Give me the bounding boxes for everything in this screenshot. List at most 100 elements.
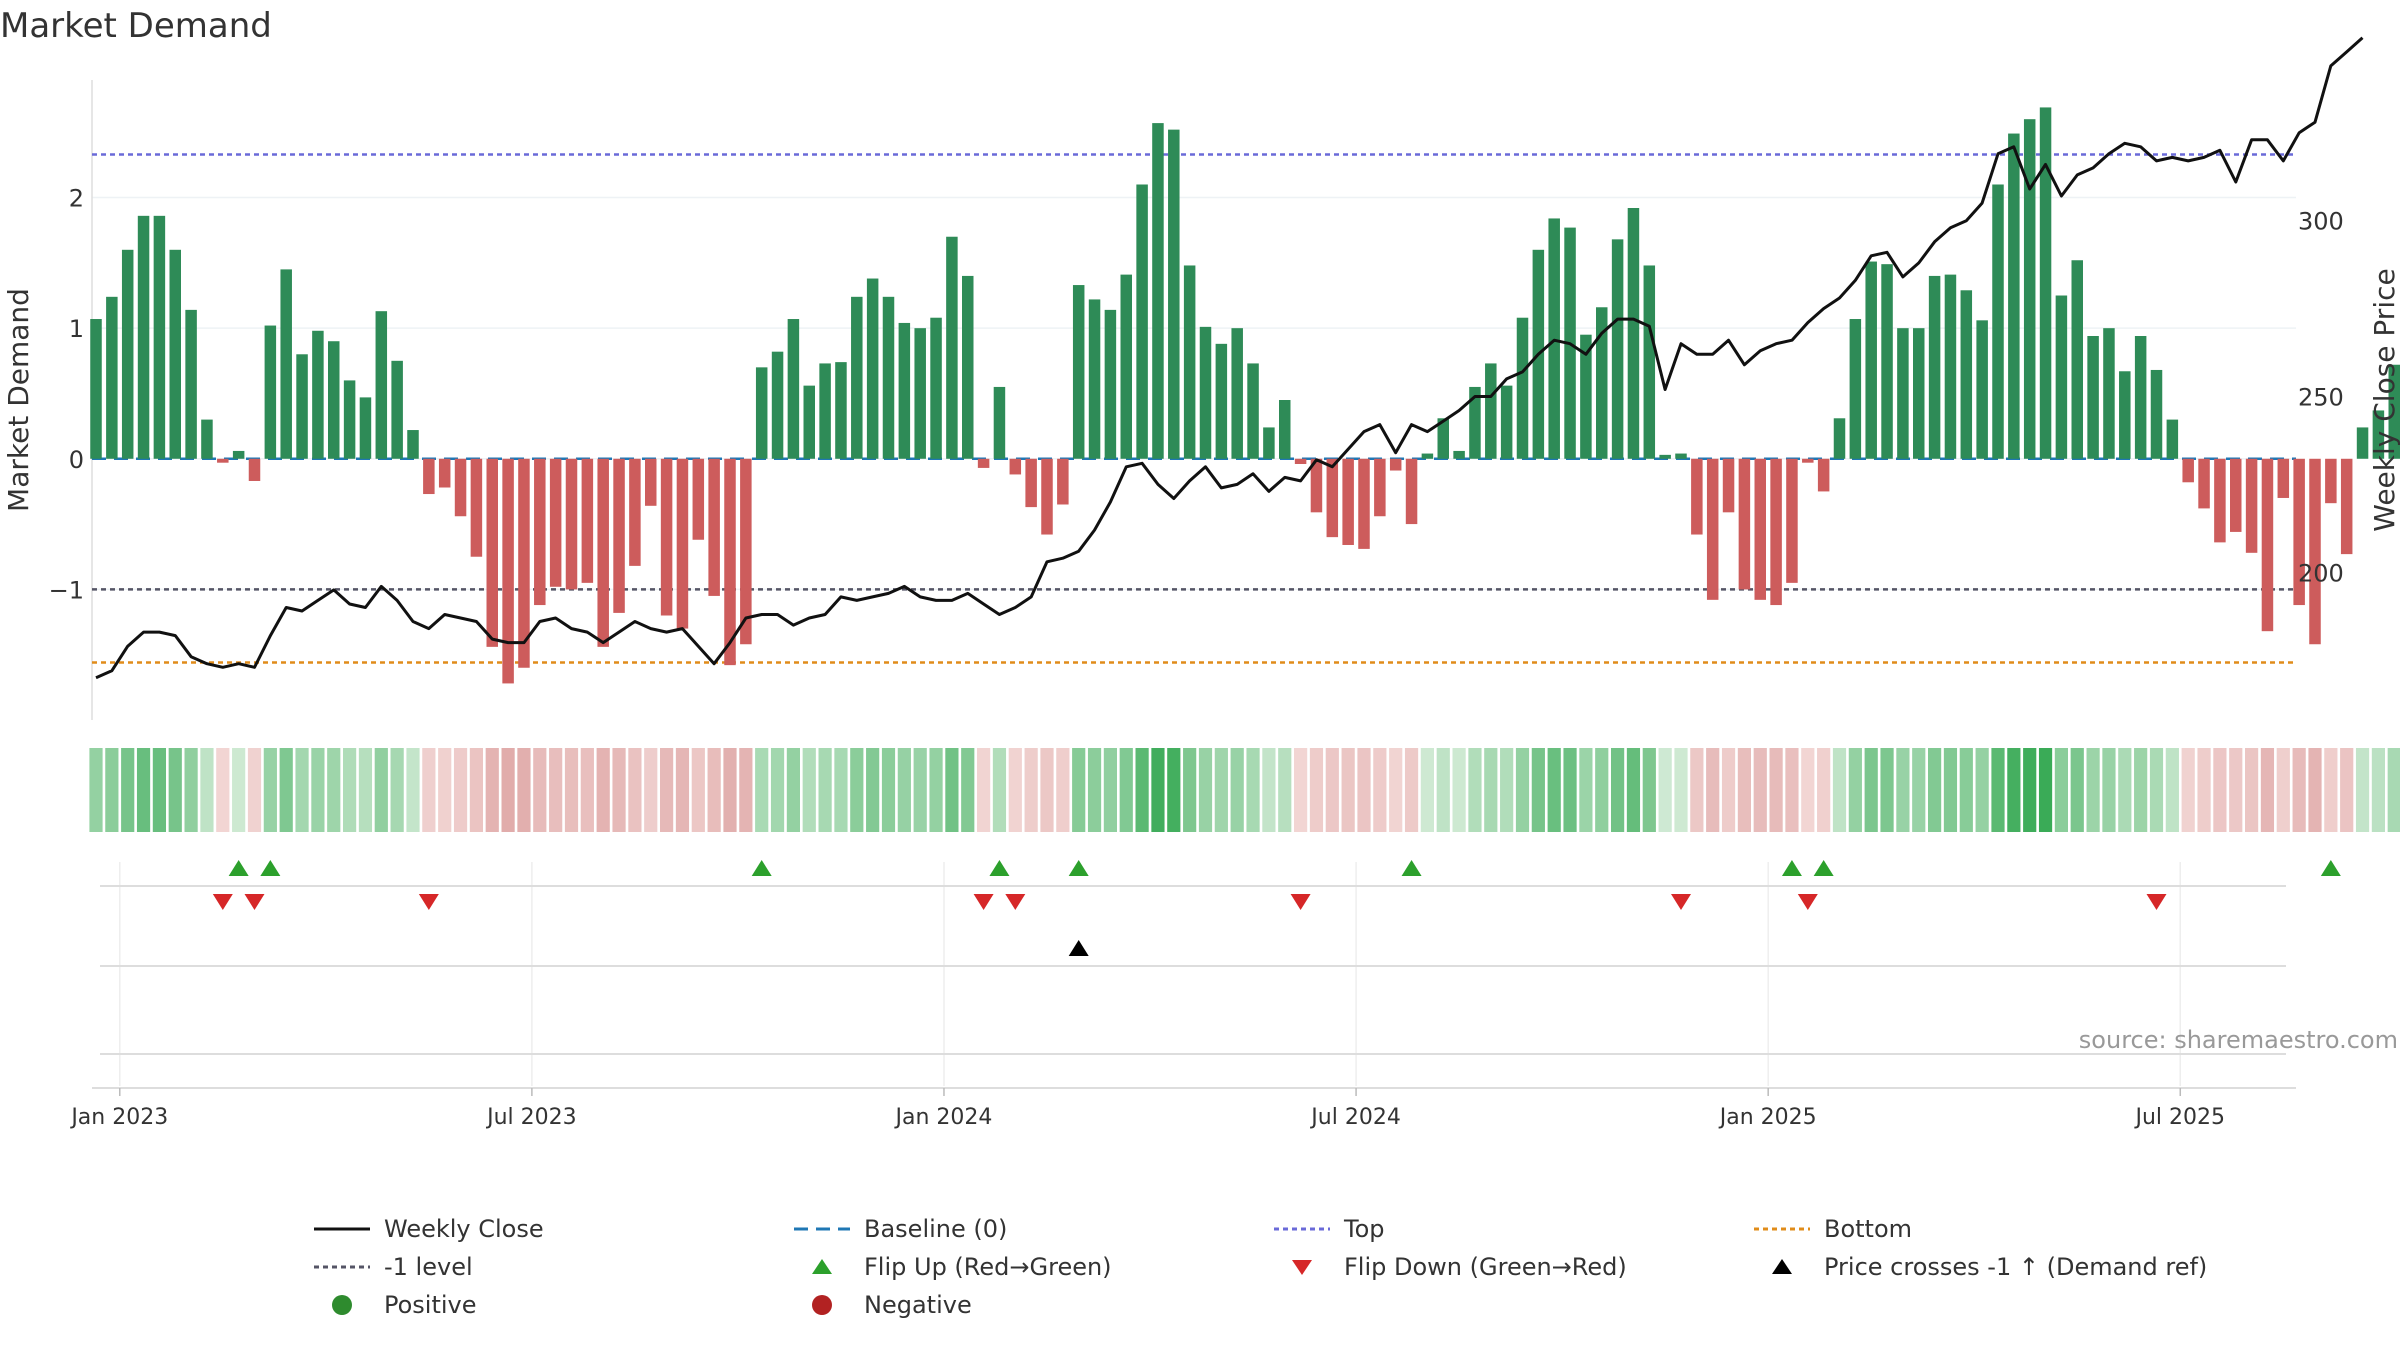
legend-key-icon (300, 1252, 376, 1282)
demand-bar-positive (106, 296, 118, 459)
demand-bar-positive (1263, 427, 1275, 459)
demand-bar-positive (90, 319, 102, 459)
demand-bar-positive (153, 215, 166, 459)
legend-label: -1 level (384, 1253, 473, 1281)
heat-cell (770, 748, 785, 832)
x-tick-label: Jul 2023 (485, 1105, 577, 1130)
heat-cell (992, 748, 1007, 832)
demand-bar-positive (2087, 336, 2099, 459)
demand-heat-strip (89, 748, 2400, 832)
demand-bar-positive (1168, 129, 1180, 459)
heat-cell (660, 748, 674, 832)
legend-item-line-dot-minus1: -1 level (300, 1248, 473, 1286)
flip-up-marker (228, 860, 249, 876)
demand-bar-negative (581, 458, 594, 583)
legend-label: Weekly Close (384, 1215, 544, 1243)
heat-cell (1436, 748, 1450, 832)
flip-down-marker (1005, 894, 1026, 910)
heat-cell (2292, 748, 2306, 832)
demand-bar-positive (201, 419, 213, 459)
weekly-close-line (95, 36, 2364, 680)
demand-bar-negative (1374, 458, 1386, 517)
demand-bar-positive (312, 330, 324, 459)
legend-key-icon (1740, 1252, 1816, 1282)
demand-bar-positive (851, 296, 863, 459)
demand-bar-negative (2261, 458, 2274, 632)
demand-bar-positive (2103, 328, 2115, 459)
heat-cell (2007, 748, 2021, 832)
demand-bar-positive (137, 215, 150, 459)
weekly-close-polyline (95, 36, 2364, 680)
heat-cell (2355, 748, 2370, 832)
heat-cell (1294, 748, 1308, 832)
heat-cell (2038, 748, 2053, 832)
demand-bar-negative (1817, 458, 1830, 492)
demand-bar-positive (375, 311, 388, 459)
legend-label: Price crosses -1 ↑ (Demand ref) (1824, 1253, 2208, 1281)
flip-up-marker (1068, 860, 1089, 876)
demand-bar-positive (2039, 107, 2052, 459)
flip-down-marker (1797, 894, 1818, 910)
demand-bar-negative (2293, 458, 2305, 606)
demand-bar-positive (914, 328, 926, 459)
flip-up-marker (989, 860, 1010, 876)
demand-bar-positive (1485, 363, 1497, 459)
heat-cell (834, 748, 848, 832)
demand-bar-negative (1057, 458, 1069, 505)
heat-cell (1975, 748, 1989, 832)
heat-cell (1531, 748, 1545, 832)
demand-bar-negative (597, 458, 609, 647)
demand-bar-negative (502, 458, 514, 684)
heat-cell (406, 748, 420, 832)
flip-down-marker (212, 894, 233, 910)
price-cross-marker (1068, 940, 1089, 956)
heat-cell (200, 748, 214, 832)
heat-cell (1626, 748, 1641, 832)
demand-bar-positive (946, 236, 958, 459)
heat-cell (1214, 748, 1228, 832)
heat-cell (1674, 748, 1688, 832)
legend-item-line-dot-top: Top (1260, 1210, 1385, 1248)
demand-bar-positive (1437, 418, 1449, 459)
heat-cell (1008, 748, 1022, 832)
demand-bar-positive (962, 275, 974, 459)
heat-cell (786, 748, 800, 832)
flip-up-marker (1813, 860, 1834, 876)
heat-cell (1563, 748, 1577, 832)
legend-label: Flip Up (Red→Green) (864, 1253, 1112, 1281)
heat-cell (1484, 748, 1498, 832)
heat-cell (1452, 748, 1466, 832)
heat-cell (184, 748, 198, 832)
demand-bar-positive (2023, 119, 2036, 459)
heat-cell (929, 748, 943, 832)
heat-cell (913, 748, 927, 832)
demand-bar-positive (803, 385, 815, 459)
legend-item-dot-red: Negative (780, 1286, 972, 1324)
left-tick-label: 0 (69, 446, 84, 474)
demand-bar-negative (1405, 458, 1418, 525)
y-axis-label-right: Weekly Close Price (2368, 268, 2400, 531)
demand-bar-positive (2055, 295, 2068, 459)
demand-bar-positive (1516, 317, 1529, 459)
demand-bar-negative (470, 458, 483, 557)
heat-cell (1959, 748, 1973, 832)
heat-cell (564, 748, 579, 832)
demand-bar-positive (1960, 290, 1973, 459)
heat-cell (1040, 748, 1054, 832)
heat-cell (136, 748, 151, 832)
right-tick-label: 250 (2298, 383, 2344, 411)
heat-cell (453, 748, 468, 832)
heat-cell (2118, 748, 2132, 832)
demand-bar-positive (1913, 328, 1925, 459)
demand-bar-positive (1643, 265, 1656, 459)
demand-bar-positive (2008, 133, 2020, 459)
demand-bar-positive (835, 362, 847, 459)
legend-item-line-dash-baseline: Baseline (0) (780, 1210, 1007, 1248)
heat-cell (612, 748, 626, 832)
heat-cell (1753, 748, 1767, 832)
heat-cell (2324, 748, 2338, 832)
heat-cell (1230, 748, 1244, 832)
heat-cell (2245, 748, 2259, 832)
legend-item-triangle-up-green: Flip Up (Red→Green) (780, 1248, 1112, 1286)
demand-bar-negative (2340, 458, 2353, 555)
